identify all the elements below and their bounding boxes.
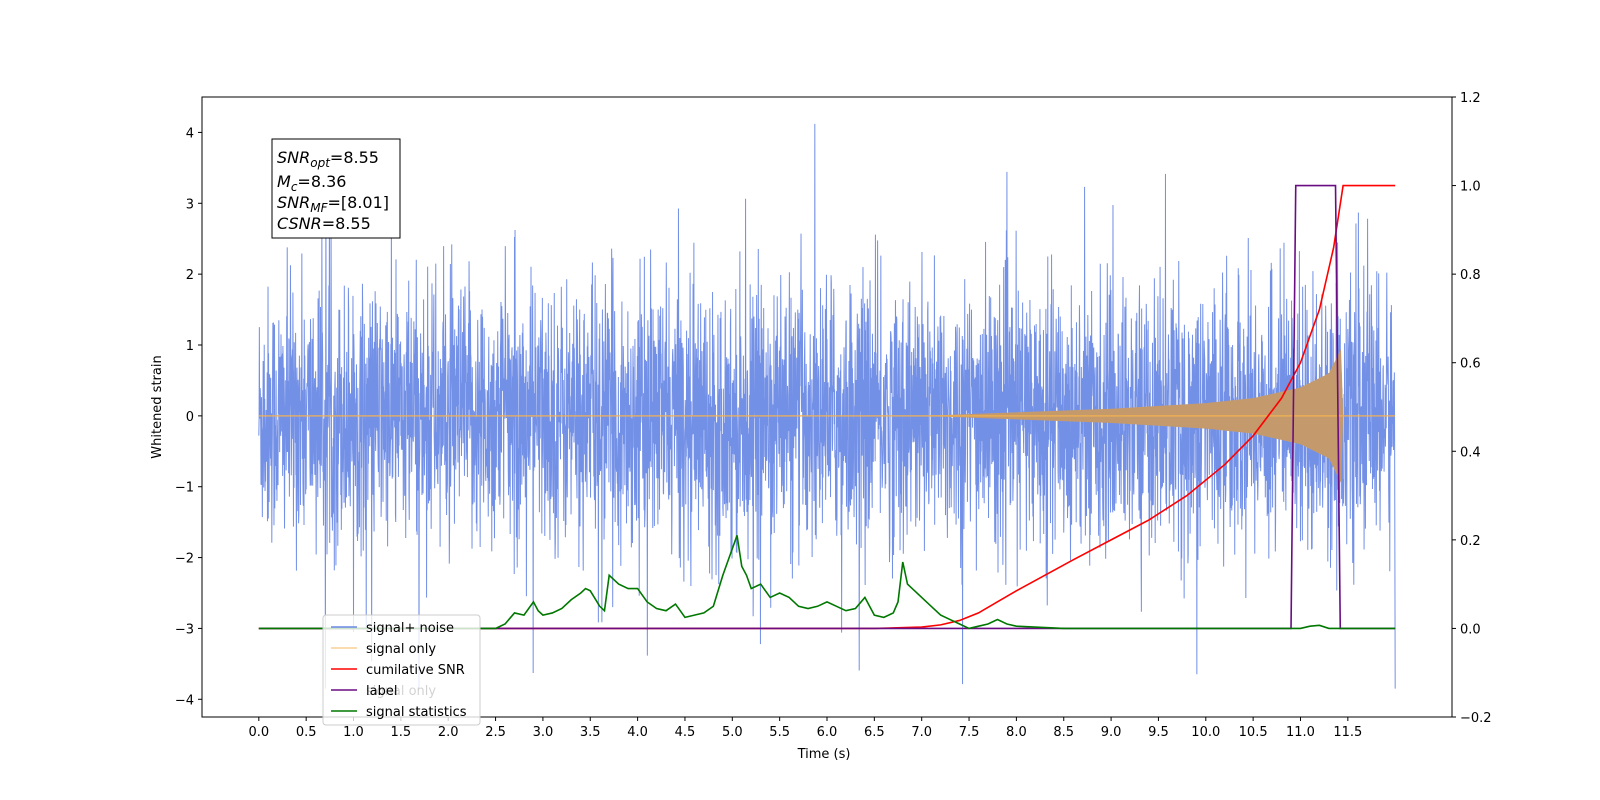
- x-tick-label: 1.0: [343, 725, 364, 740]
- x-tick-label: 7.0: [911, 725, 932, 740]
- y-axis-title: Whitened strain: [150, 355, 165, 458]
- series-signal-statistics: [258, 535, 1396, 630]
- legend-frame: [322, 614, 481, 726]
- series-signal-noise: [258, 123, 1396, 689]
- y-tick-label: −1: [175, 481, 194, 496]
- x-tick-label: 4.0: [627, 725, 648, 740]
- legend-label: cumilative SNR: [366, 663, 465, 678]
- x-tick-label: 0.5: [296, 725, 317, 740]
- legend-label: label: [366, 684, 397, 699]
- x-tick-label: 11.5: [1333, 725, 1362, 740]
- annotation-snr-opt: SNRopt=8.55: [277, 148, 379, 170]
- y-tick-label: −3: [175, 622, 194, 637]
- y-axis: −4 −3 −2 −1 0 1 2 3 4: [175, 126, 202, 708]
- x-tick-label: 8.5: [1053, 725, 1074, 740]
- x-tick-label: 2.0: [438, 725, 459, 740]
- x-tick-label: 9.5: [1148, 725, 1169, 740]
- y2-axis: −0.2 0.0 0.2 0.4 0.6 0.8 1.0 1.2: [1452, 91, 1492, 726]
- x-tick-label: 1.5: [391, 725, 412, 740]
- y-tick-label: 1: [186, 339, 194, 354]
- legend-label: signal only: [366, 642, 436, 657]
- x-tick-label: 0.0: [248, 725, 269, 740]
- x-axis: 0.0 0.5 1.0 1.5 2.0 2.5 3.0 3.5 4.0 4.5 5.0 5.5 6.0 6…: [248, 717, 1362, 740]
- legend-overlap-label: signal statistics: [366, 705, 467, 720]
- y2-tick-label: −0.2: [1460, 711, 1492, 726]
- x-tick-label: 5.0: [722, 725, 743, 740]
- x-tick-label: 4.5: [675, 725, 696, 740]
- x-tick-label: 8.0: [1006, 725, 1027, 740]
- y-tick-label: 3: [186, 197, 194, 212]
- y2-tick-label: 0.0: [1460, 622, 1481, 637]
- y2-tick-label: 0.2: [1460, 534, 1481, 549]
- x-tick-label: 9.0: [1101, 725, 1122, 740]
- y2-tick-label: 1.0: [1460, 180, 1481, 195]
- y2-tick-label: 1.2: [1460, 91, 1481, 106]
- x-tick-label: 10.0: [1191, 725, 1220, 740]
- series-layer: [258, 123, 1396, 689]
- x-tick-label: 3.0: [533, 725, 554, 740]
- x-tick-label: 2.5: [485, 725, 506, 740]
- y2-tick-label: 0.6: [1460, 357, 1481, 372]
- x-tick-label: 10.5: [1239, 725, 1268, 740]
- annotation-csnr: CSNR=8.55: [277, 214, 371, 233]
- x-tick-label: 3.5: [580, 725, 601, 740]
- y-tick-label: 2: [186, 268, 194, 283]
- x-tick-label: 6.5: [864, 725, 885, 740]
- y-tick-label: 0: [186, 410, 194, 425]
- y2-tick-label: 0.8: [1460, 268, 1481, 283]
- x-tick-label: 6.0: [817, 725, 838, 740]
- x-tick-label: 5.5: [769, 725, 790, 740]
- series-cumulative-snr: [258, 184, 1396, 630]
- annotation-snr-mf: SNRMF=[8.01]: [277, 193, 389, 215]
- legend-label: signal+ noise: [366, 621, 454, 636]
- annotation-box: SNRopt=8.55 Mc=8.36 SNRMF=[8.01] CSNR=8.…: [271, 138, 401, 239]
- y-tick-label: −4: [175, 693, 194, 708]
- y2-tick-label: 0.4: [1460, 445, 1481, 460]
- y-tick-label: 4: [186, 126, 194, 141]
- annotation-mc: Mc=8.36: [277, 172, 346, 194]
- x-tick-label: 7.5: [959, 725, 980, 740]
- legend-label: signal statistics: [366, 705, 467, 720]
- y-tick-label: −2: [175, 552, 194, 567]
- legend: signal+ noise signal only cumilative SNR la…: [322, 614, 481, 726]
- legend-overlap-label: signal only: [366, 684, 436, 699]
- x-axis-title: Time (s): [797, 747, 851, 762]
- x-tick-label: 11.0: [1286, 725, 1315, 740]
